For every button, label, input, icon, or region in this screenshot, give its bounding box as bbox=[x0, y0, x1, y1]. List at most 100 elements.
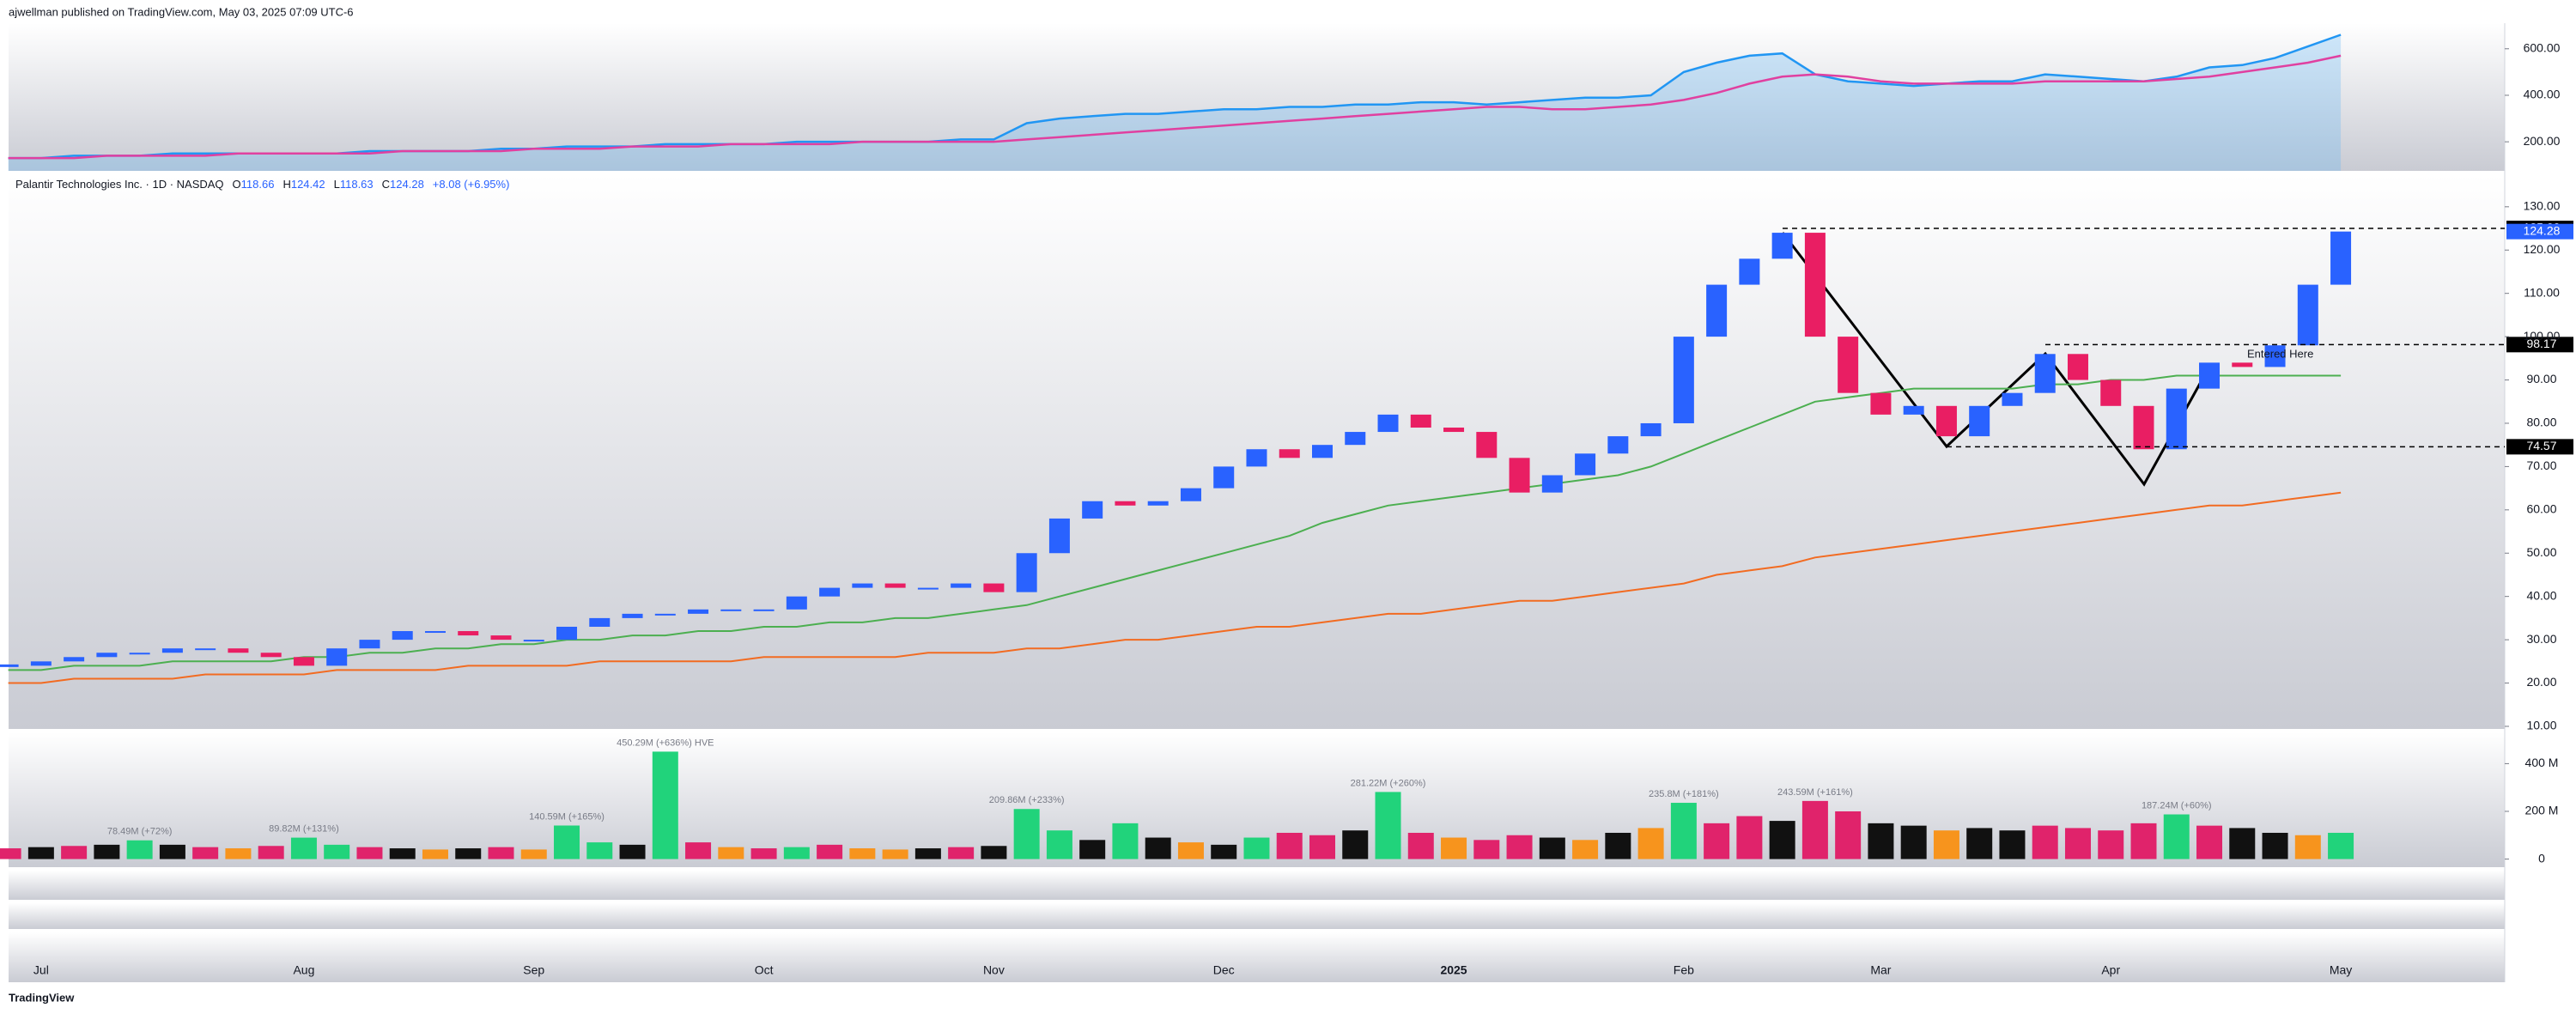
candle bbox=[1410, 414, 1431, 428]
candle bbox=[458, 631, 479, 636]
volume-bar bbox=[1243, 837, 1270, 859]
x-tick-label: Nov bbox=[983, 963, 1005, 977]
candle bbox=[1048, 518, 1070, 554]
volume-label: 140.59M (+165%) bbox=[529, 811, 605, 822]
volume-label: 187.24M (+60%) bbox=[2142, 800, 2212, 811]
candle bbox=[1673, 337, 1694, 423]
candle bbox=[589, 617, 611, 627]
candle bbox=[326, 648, 348, 666]
candle bbox=[30, 661, 52, 666]
y-tick-label: 90.00 bbox=[2526, 372, 2556, 386]
volume-bar bbox=[61, 846, 88, 859]
volume-bar bbox=[1211, 844, 1237, 859]
volume-bar bbox=[2328, 832, 2354, 859]
volume-bar bbox=[2294, 835, 2321, 859]
volume-bar bbox=[1736, 816, 1763, 859]
ohlc-value: 118.63 bbox=[340, 178, 374, 191]
volume-bar bbox=[1473, 840, 1500, 859]
candle bbox=[1706, 284, 1728, 337]
volume-bar bbox=[192, 847, 219, 859]
candle bbox=[64, 657, 85, 662]
candle bbox=[1082, 501, 1103, 519]
candle bbox=[1443, 428, 1465, 433]
volume-bar bbox=[126, 840, 153, 859]
candle bbox=[2002, 392, 2023, 406]
candle bbox=[1575, 453, 1596, 476]
candle bbox=[1147, 501, 1169, 506]
volume-bar bbox=[1506, 835, 1533, 859]
candle bbox=[2232, 362, 2253, 367]
moving-average bbox=[8, 374, 2342, 671]
volume-bar bbox=[1276, 832, 1303, 859]
candle bbox=[819, 587, 841, 597]
candle bbox=[1180, 488, 1201, 501]
volume-bar bbox=[1900, 825, 1927, 859]
volume-bar bbox=[1013, 809, 1040, 859]
volume-bar bbox=[1407, 832, 1434, 859]
volume-bar bbox=[488, 847, 514, 859]
y-tick-label: 40.00 bbox=[2526, 588, 2556, 602]
y-tick-label: 20.00 bbox=[2526, 675, 2556, 689]
volume-bar bbox=[1933, 830, 1959, 859]
candle bbox=[1115, 501, 1136, 506]
candle bbox=[622, 613, 643, 618]
volume-bar bbox=[718, 847, 744, 859]
volume-bar bbox=[554, 825, 580, 859]
candle bbox=[195, 648, 216, 651]
volume-label: 450.29M (+636%) HVE bbox=[617, 738, 714, 748]
volume-bar bbox=[356, 847, 383, 859]
volume-bar bbox=[1637, 828, 1664, 859]
volume-bar bbox=[1670, 803, 1697, 859]
volume-bar bbox=[1704, 823, 1730, 859]
y-tick-label: 100.00 bbox=[2524, 329, 2561, 343]
volume-bar bbox=[1835, 811, 1862, 859]
candle bbox=[523, 640, 544, 642]
candle bbox=[720, 609, 742, 611]
candle bbox=[753, 609, 775, 611]
volume-bar bbox=[258, 846, 284, 859]
volume-bar bbox=[1079, 840, 1106, 859]
line bbox=[8, 54, 2342, 160]
volume-bar bbox=[1769, 821, 1795, 859]
candle bbox=[293, 657, 314, 666]
candle bbox=[1213, 466, 1235, 489]
volume-bar bbox=[685, 842, 712, 859]
volume-bar bbox=[1605, 832, 1631, 859]
volume-label: 281.22M (+260%) bbox=[1351, 778, 1426, 788]
candle bbox=[688, 609, 709, 614]
y-tick-label: 110.00 bbox=[2524, 285, 2560, 299]
candle bbox=[2166, 388, 2187, 450]
x-tick-label: 2025 bbox=[1440, 963, 1467, 977]
change: +8.08 (+6.95%) bbox=[433, 178, 510, 191]
candle bbox=[1739, 258, 1760, 285]
volume-bar bbox=[948, 847, 975, 859]
volume-label: 89.82M (+131%) bbox=[269, 823, 339, 834]
volume-bar bbox=[290, 837, 317, 859]
volume-bar bbox=[1375, 792, 1401, 859]
volume-bar bbox=[652, 751, 678, 859]
candle bbox=[1640, 422, 1662, 437]
level-box bbox=[2506, 439, 2573, 455]
volume-bar bbox=[2032, 825, 2058, 859]
volume-bar bbox=[1539, 837, 1565, 859]
ohlc-label: O bbox=[233, 178, 241, 191]
volume-bar bbox=[1342, 830, 1369, 859]
volume-bar bbox=[0, 848, 21, 859]
x-tick-label: Jul bbox=[33, 963, 49, 977]
volume-bar bbox=[817, 844, 843, 859]
volume-bar bbox=[2064, 828, 2091, 859]
ohlc-label: H bbox=[283, 178, 290, 191]
y-tick-label: 70.00 bbox=[2526, 458, 2556, 472]
candle bbox=[1246, 449, 1267, 467]
candle bbox=[2330, 231, 2352, 285]
volume-bar bbox=[27, 847, 54, 859]
candle bbox=[786, 596, 807, 610]
pattern-drawing bbox=[1781, 232, 2211, 487]
candle bbox=[1345, 432, 1366, 446]
candle bbox=[556, 626, 578, 641]
last-price-box bbox=[2506, 223, 2573, 240]
volume-bar bbox=[1801, 800, 1828, 859]
candle bbox=[1607, 436, 1629, 454]
ohlc-value: 118.66 bbox=[241, 178, 275, 191]
